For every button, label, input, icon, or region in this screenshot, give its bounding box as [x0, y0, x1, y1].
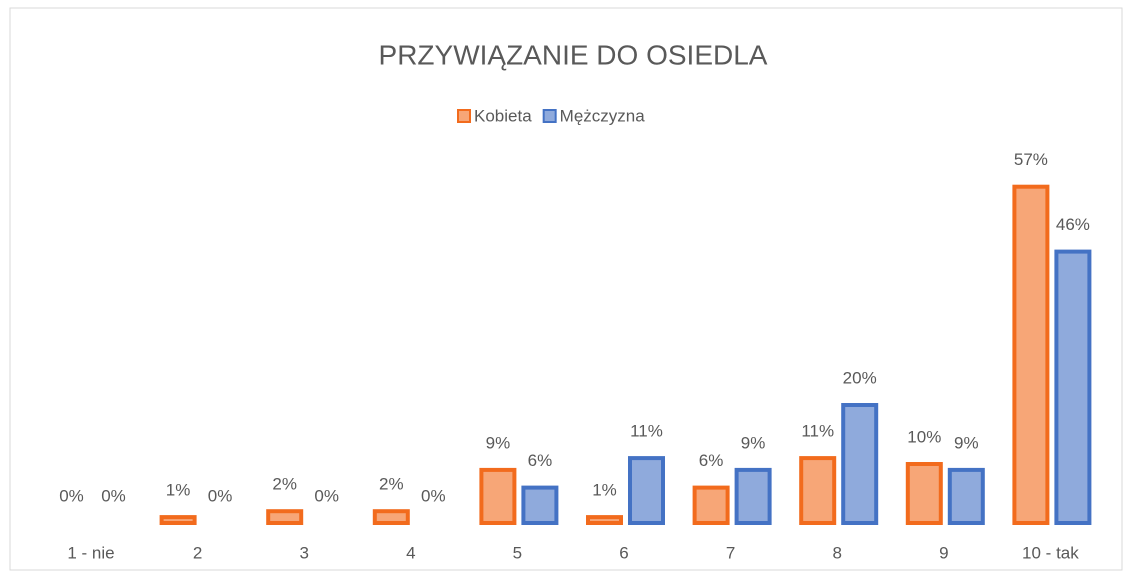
data-label: 10% — [907, 427, 941, 446]
data-label: 0% — [314, 486, 339, 505]
data-label: 0% — [208, 486, 233, 505]
bar — [586, 515, 623, 525]
bar — [479, 467, 517, 525]
data-label: 2% — [379, 475, 404, 494]
data-label: 1% — [166, 481, 191, 500]
bar — [905, 462, 943, 525]
legend-label: Kobieta — [474, 106, 532, 125]
data-label: 0% — [59, 486, 84, 505]
x-tick-label: 6 — [619, 543, 628, 562]
bar — [799, 456, 837, 526]
x-tick-label: 3 — [299, 543, 308, 562]
data-label: 46% — [1056, 215, 1090, 234]
bar — [692, 485, 730, 526]
data-label: 9% — [486, 433, 511, 452]
data-label: 57% — [1014, 150, 1048, 169]
bar — [1054, 249, 1092, 525]
data-label: 9% — [741, 433, 766, 452]
bar — [266, 509, 304, 526]
data-label: 1% — [592, 481, 617, 500]
bar — [1012, 184, 1050, 525]
legend-swatch — [457, 109, 471, 123]
data-label: 0% — [101, 486, 126, 505]
x-tick-label: 1 - nie — [67, 543, 114, 562]
x-tick-label: 7 — [726, 543, 735, 562]
x-tick-label: 4 — [406, 543, 415, 562]
data-label: 11% — [630, 422, 663, 441]
bar — [372, 509, 410, 526]
chart-title: PRZYWIĄZANIE DO OSIEDLA — [379, 39, 768, 70]
bar — [734, 467, 772, 525]
data-label: 6% — [528, 451, 553, 470]
bar — [521, 485, 559, 526]
data-label: 11% — [801, 422, 834, 441]
bar — [159, 515, 197, 525]
data-label: 20% — [843, 368, 877, 387]
legend-swatch — [542, 109, 557, 123]
x-tick-label: 5 — [513, 543, 522, 562]
x-tick-label: 2 — [193, 543, 202, 562]
bar — [628, 456, 665, 526]
x-tick-label: 10 - tak — [1022, 543, 1079, 562]
x-tick-label: 8 — [832, 543, 841, 562]
legend-label: Mężczyzna — [560, 106, 646, 125]
data-label: 0% — [421, 486, 446, 505]
bar — [947, 467, 985, 525]
bar — [841, 403, 879, 525]
data-label: 2% — [272, 475, 297, 494]
data-label: 6% — [699, 451, 724, 470]
data-label: 9% — [954, 433, 979, 452]
x-tick-label: 9 — [939, 543, 948, 562]
